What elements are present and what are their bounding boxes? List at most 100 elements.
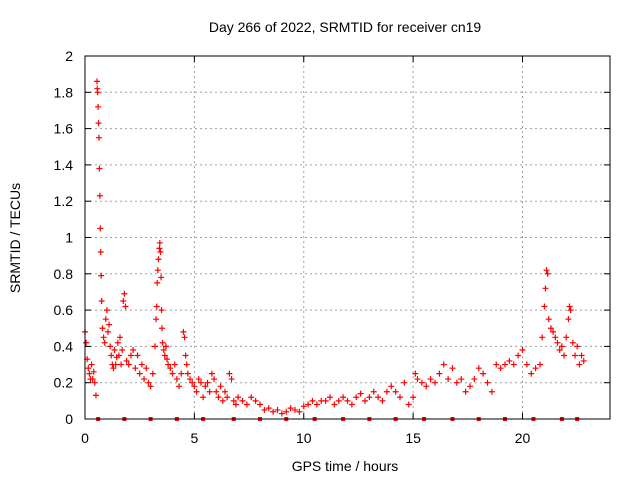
- data-point: [265, 405, 272, 412]
- data-point: [136, 370, 143, 377]
- data-points: [82, 78, 587, 417]
- data-point: [215, 394, 222, 401]
- data-point: [110, 365, 117, 372]
- data-point: [222, 388, 228, 395]
- y-tick-label: 1.4: [54, 157, 74, 173]
- data-point: [189, 379, 196, 386]
- data-point: [458, 376, 465, 383]
- data-point: [100, 334, 107, 341]
- y-tick-label: 0.2: [54, 375, 74, 391]
- data-point: [85, 365, 92, 372]
- data-point: [114, 339, 121, 346]
- data-point: [204, 379, 211, 386]
- data-point: [96, 134, 102, 141]
- data-point: [211, 376, 218, 383]
- data-point: [217, 383, 224, 390]
- data-point: [86, 370, 93, 377]
- data-point: [257, 401, 263, 408]
- data-point: [537, 361, 543, 368]
- data-point: [208, 370, 215, 377]
- data-point: [480, 370, 487, 377]
- data-point: [357, 390, 364, 397]
- x-tick-label: 0: [81, 430, 89, 446]
- data-point: [158, 307, 165, 314]
- data-point: [383, 388, 390, 395]
- data-point: [94, 89, 101, 96]
- data-point: [556, 347, 563, 354]
- data-point: [239, 397, 246, 404]
- data-point: [471, 376, 478, 383]
- data-point: [106, 321, 113, 328]
- data-point: [117, 334, 123, 341]
- data-point: [283, 408, 290, 415]
- data-point: [497, 365, 504, 372]
- data-point: [392, 388, 399, 395]
- data-point: [252, 397, 259, 404]
- data-point: [143, 365, 150, 372]
- data-point: [101, 339, 108, 346]
- data-point: [127, 352, 134, 359]
- data-point: [219, 397, 226, 404]
- data-point: [410, 394, 417, 401]
- data-point: [97, 225, 104, 232]
- data-point: [187, 376, 193, 383]
- data-point: [541, 303, 548, 310]
- data-point: [375, 394, 382, 401]
- y-tick-label: 1: [65, 230, 73, 246]
- data-point: [112, 361, 119, 368]
- data-point: [542, 285, 549, 292]
- data-point: [550, 328, 557, 335]
- x-tick-label: 5: [190, 430, 198, 446]
- data-point: [412, 370, 419, 377]
- data-point: [554, 339, 561, 346]
- data-point: [156, 239, 163, 246]
- data-point: [195, 376, 202, 383]
- data-point: [322, 397, 329, 404]
- data-point: [552, 334, 559, 341]
- data-point: [405, 401, 412, 408]
- data-point: [159, 325, 165, 332]
- data-point: [569, 339, 576, 346]
- data-point: [161, 352, 168, 359]
- data-point: [125, 361, 132, 368]
- data-point: [132, 365, 139, 372]
- data-point: [102, 316, 109, 323]
- data-point: [108, 352, 115, 359]
- data-point: [202, 383, 209, 390]
- data-point: [89, 376, 96, 383]
- data-point: [528, 370, 535, 377]
- data-point: [95, 103, 102, 110]
- data-point: [167, 365, 174, 372]
- data-point: [191, 383, 198, 390]
- data-point: [578, 352, 585, 359]
- data-point: [138, 361, 145, 368]
- data-point: [121, 290, 128, 297]
- data-point: [572, 352, 578, 359]
- data-point: [107, 343, 114, 350]
- y-tick-label: 0: [65, 411, 73, 427]
- data-point: [309, 397, 316, 404]
- data-point: [305, 401, 312, 408]
- data-point: [176, 383, 183, 390]
- x-axis-label: GPS time / hours: [292, 458, 399, 474]
- data-point: [344, 397, 351, 404]
- data-point: [313, 401, 320, 408]
- data-point: [197, 379, 204, 386]
- data-point: [171, 361, 178, 368]
- data-point: [515, 352, 522, 359]
- data-point: [574, 343, 581, 350]
- data-point: [98, 272, 105, 279]
- data-point: [567, 307, 574, 314]
- data-point: [145, 379, 152, 386]
- data-point: [83, 339, 90, 346]
- data-point: [226, 370, 233, 377]
- data-point: [122, 303, 129, 310]
- data-point: [565, 316, 572, 323]
- data-point: [576, 361, 583, 368]
- y-axis-label: SRMTID / TECUs: [7, 183, 23, 293]
- data-point: [506, 357, 513, 364]
- data-point: [182, 352, 189, 359]
- data-point: [123, 357, 130, 364]
- data-point: [379, 397, 386, 404]
- data-point: [147, 383, 154, 390]
